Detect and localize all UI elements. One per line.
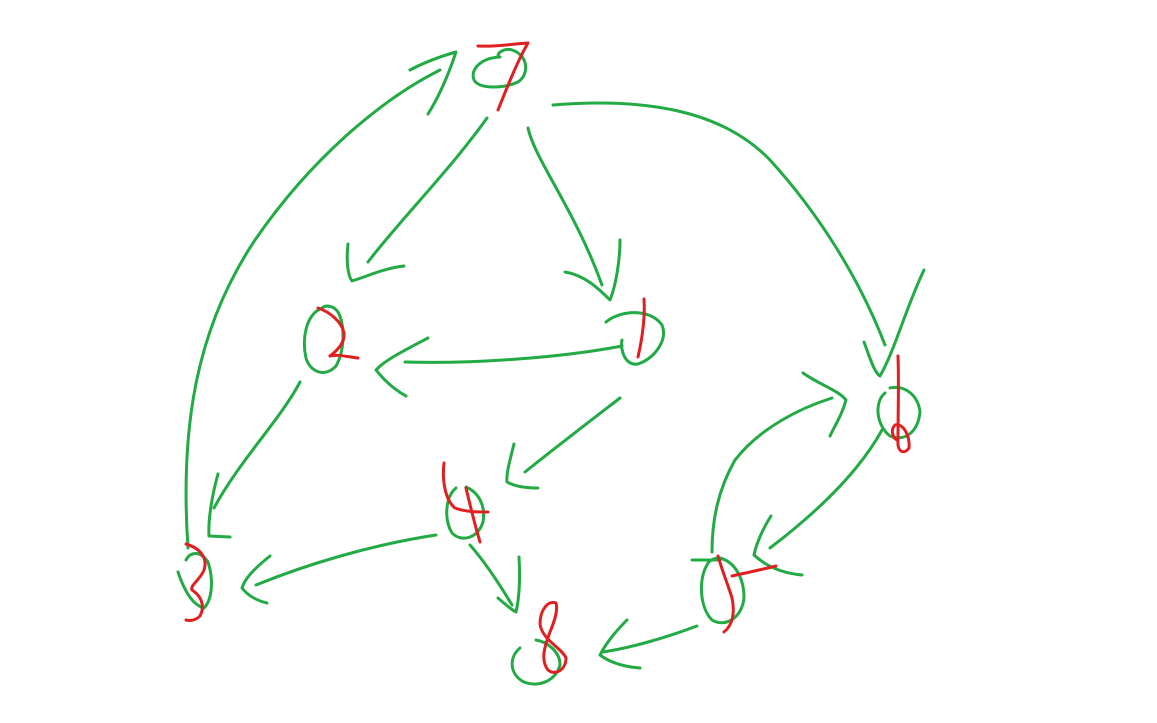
node-2[interactable] xyxy=(302,304,360,374)
edge-0-to-5 xyxy=(752,428,884,577)
node-7-circle xyxy=(471,48,528,89)
edge-2-to-3 xyxy=(207,380,302,539)
node-1-circle xyxy=(604,311,665,366)
edge-4-to-3-line xyxy=(254,533,438,587)
node-1-label xyxy=(636,297,646,359)
node-8-label xyxy=(538,600,568,674)
edge-5-to-8 xyxy=(598,618,699,670)
node-2-circle xyxy=(302,304,345,374)
node-3[interactable] xyxy=(176,542,213,622)
node-0[interactable] xyxy=(876,354,922,454)
node-0-circle xyxy=(876,385,922,440)
edge-7-to-2-arrowhead xyxy=(345,242,406,283)
edge-7-to-1-arrowhead xyxy=(563,238,622,302)
node-2-label xyxy=(316,306,360,360)
node-4[interactable] xyxy=(441,461,490,544)
node-5-label xyxy=(716,554,778,634)
edge-5-to-0 xyxy=(710,371,848,554)
node-7[interactable] xyxy=(471,41,530,112)
edge-4-to-8-arrowhead xyxy=(496,555,522,614)
edge-2-to-3-arrowhead xyxy=(207,472,232,539)
edge-7-to-0-line xyxy=(551,101,887,347)
edge-4-to-3 xyxy=(240,533,438,605)
edge-3-to-7-line xyxy=(184,68,442,550)
edge-4-to-8 xyxy=(468,543,522,614)
edge-1-to-2-arrowhead xyxy=(374,336,430,398)
edge-4-to-8-line xyxy=(468,543,514,607)
edges xyxy=(184,50,926,670)
edge-7-to-2-line xyxy=(366,116,489,264)
edge-5-to-8-line xyxy=(601,624,699,654)
node-4-circle xyxy=(445,485,486,540)
edge-2-to-3-line xyxy=(212,380,302,510)
edge-1-to-2 xyxy=(374,336,624,398)
node-5[interactable] xyxy=(699,554,778,634)
node-7-label xyxy=(476,41,530,112)
edge-7-to-2 xyxy=(345,116,489,283)
edge-0-to-5-line xyxy=(768,428,884,550)
node-0-label xyxy=(890,354,911,454)
edge-5-to-8-arrowhead xyxy=(598,618,642,670)
edge-5-to-0-line xyxy=(710,396,834,554)
edge-7-to-1-line xyxy=(526,126,604,287)
edge-3-to-7-arrowhead xyxy=(408,50,458,116)
node-3-label xyxy=(184,542,207,622)
node-3-circle xyxy=(176,552,213,610)
edge-1-to-4-arrowhead xyxy=(505,442,540,490)
edge-5-to-0-arrowhead xyxy=(801,371,848,438)
edge-1-to-2-line xyxy=(403,344,624,364)
node-8-circle xyxy=(510,638,562,686)
edge-1-to-4-line xyxy=(523,396,622,474)
node-1[interactable] xyxy=(604,297,665,366)
nodes xyxy=(176,41,922,686)
edge-1-to-4 xyxy=(505,396,622,490)
node-5-circle xyxy=(699,556,746,625)
edge-7-to-0 xyxy=(551,101,926,378)
node-8[interactable] xyxy=(510,600,568,686)
edge-7-to-1 xyxy=(526,126,622,302)
edge-7-to-0-arrowhead xyxy=(862,268,926,378)
node-4-label xyxy=(441,461,490,544)
edge-4-to-3-arrowhead xyxy=(240,554,272,605)
edge-0-to-5-arrowhead xyxy=(752,514,804,577)
edge-3-to-7 xyxy=(184,50,458,550)
